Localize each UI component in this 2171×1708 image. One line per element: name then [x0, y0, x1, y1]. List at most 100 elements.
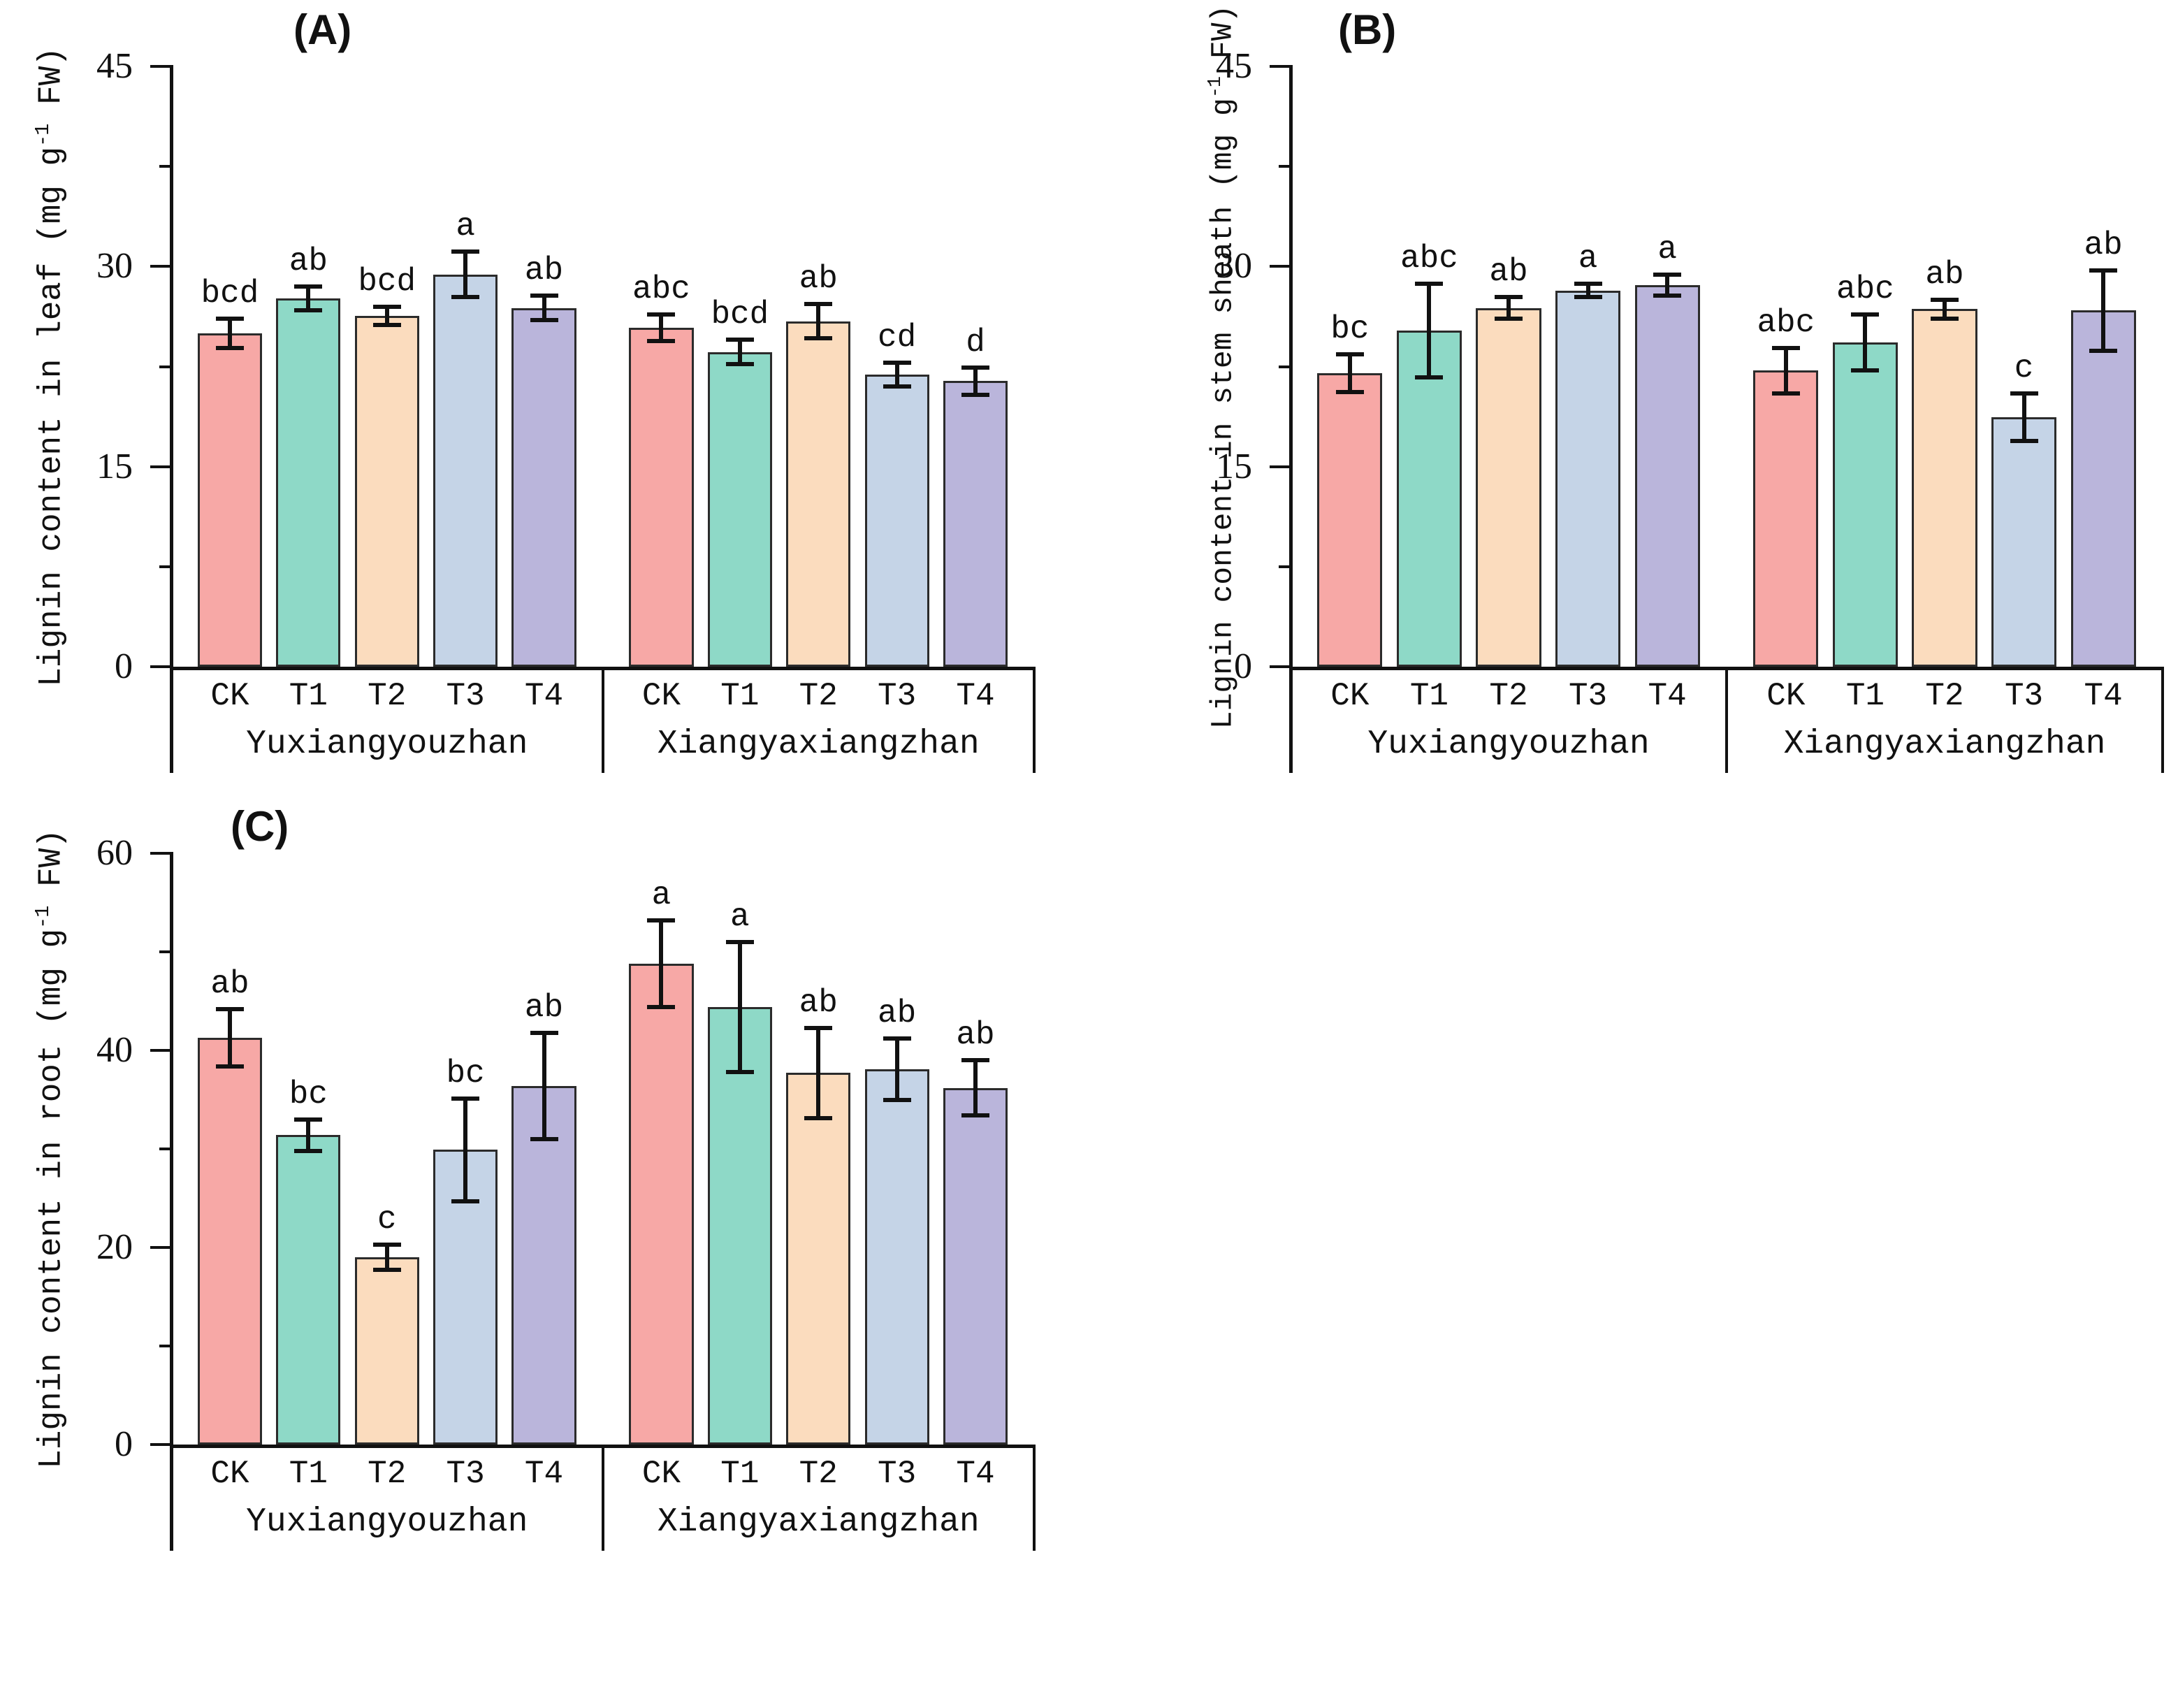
y-minor-tick	[159, 165, 171, 168]
x-tick-label-yuxiangyouzhan-t3: T3	[446, 678, 485, 714]
error-bar-yuxiangyouzhan-t1	[306, 286, 311, 311]
error-cap-lower-yuxiangyouzhan-t1	[1415, 375, 1444, 379]
error-cap-lower-xiangyaxiangzhan-t3	[2010, 439, 2038, 444]
error-bar-xiangyaxiangzhan-ck	[659, 314, 664, 342]
bar-xiangyaxiangzhan-t4	[943, 1087, 1008, 1445]
bar-xiangyaxiangzhan-t1	[707, 352, 772, 667]
error-cap-upper-yuxiangyouzhan-t2	[372, 304, 401, 309]
group-label-yuxiangyouzhan: Yuxiangyouzhan	[246, 1503, 528, 1541]
error-cap-lower-xiangyaxiangzhan-t2	[1931, 316, 1959, 321]
significance-letter-yuxiangyouzhan-t3: a	[1578, 240, 1598, 277]
error-bar-xiangyaxiangzhan-t3	[2021, 393, 2026, 442]
error-bar-yuxiangyouzhan-t1	[306, 1119, 311, 1151]
x-tick-label-xiangyaxiangzhan-t1: T1	[1845, 678, 1885, 714]
group-label-yuxiangyouzhan: Yuxiangyouzhan	[246, 725, 528, 763]
significance-letter-yuxiangyouzhan-t2: c	[377, 1201, 397, 1238]
bar-yuxiangyouzhan-t3	[1555, 290, 1621, 667]
error-cap-upper-xiangyaxiangzhan-t4	[961, 1058, 990, 1063]
error-cap-lower-xiangyaxiangzhan-ck	[647, 339, 676, 344]
error-cap-lower-xiangyaxiangzhan-t1	[725, 361, 754, 366]
bar-yuxiangyouzhan-t1	[1396, 330, 1462, 667]
x-tick-label-xiangyaxiangzhan-t3: T3	[2004, 678, 2044, 714]
y-tick-label: 60	[96, 833, 133, 873]
x-tick-label-yuxiangyouzhan-t1: T1	[289, 1456, 328, 1492]
y-minor-tick	[159, 1345, 171, 1347]
axis-right-edge-line	[1033, 1445, 1036, 1551]
x-tick-label-yuxiangyouzhan-t4: T4	[524, 678, 564, 714]
group-label-yuxiangyouzhan: Yuxiangyouzhan	[1367, 725, 1650, 763]
error-cap-upper-yuxiangyouzhan-t4	[530, 294, 558, 298]
significance-letter-xiangyaxiangzhan-t2: ab	[1925, 256, 1964, 294]
error-cap-lower-xiangyaxiangzhan-t3	[883, 1097, 911, 1102]
error-cap-lower-yuxiangyouzhan-ck	[1335, 389, 1364, 394]
x-axis-line	[170, 1445, 1036, 1448]
y-major-tick	[150, 65, 171, 68]
y-axis-title-text: Lignin content in root (mg g	[33, 928, 70, 1469]
x-tick-label-yuxiangyouzhan-t3: T3	[1568, 678, 1608, 714]
significance-letter-xiangyaxiangzhan-t2: ab	[799, 260, 838, 297]
bar-xiangyaxiangzhan-ck	[629, 328, 694, 667]
panel-b-lignin-stem-sheath: (B) Lignin content in stem sheath (mg g-1…	[1205, 4, 2164, 773]
y-tick-label: 45	[96, 46, 133, 86]
x-tick-label-xiangyaxiangzhan-t1: T1	[720, 678, 760, 714]
significance-letter-xiangyaxiangzhan-t1: abc	[1836, 271, 1894, 308]
y-major-tick	[150, 265, 171, 268]
significance-letter-xiangyaxiangzhan-t3: ab	[878, 995, 917, 1032]
y-major-tick	[1270, 265, 1291, 268]
bar-yuxiangyouzhan-t4	[1634, 285, 1700, 667]
bar-yuxiangyouzhan-ck	[197, 333, 263, 667]
error-cap-upper-xiangyaxiangzhan-t2	[1931, 298, 1959, 303]
panel-letter: (B)	[1338, 6, 1397, 53]
panel-c-lignin-root: (C) Lignin content in root (mg g-1 FW) 0 20…	[31, 803, 1036, 1551]
bar-yuxiangyouzhan-t1	[276, 1135, 341, 1445]
error-bar-yuxiangyouzhan-t2	[1506, 297, 1511, 319]
error-cap-upper-yuxiangyouzhan-t2	[1495, 295, 1523, 300]
significance-letter-xiangyaxiangzhan-ck: abc	[632, 271, 690, 308]
error-cap-upper-yuxiangyouzhan-t2	[372, 1242, 401, 1247]
x-tick-label-xiangyaxiangzhan-t4: T4	[956, 1456, 995, 1492]
error-cap-upper-yuxiangyouzhan-t3	[451, 1097, 480, 1101]
error-cap-lower-yuxiangyouzhan-t4	[530, 1136, 558, 1141]
error-cap-upper-xiangyaxiangzhan-t1	[725, 338, 754, 342]
group-label-xiangyaxiangzhan: Xiangyaxiangzhan	[657, 1503, 980, 1541]
error-cap-lower-xiangyaxiangzhan-t4	[961, 392, 990, 397]
x-tick-label-xiangyaxiangzhan-t4: T4	[2084, 678, 2123, 714]
panel-letter: (A)	[293, 6, 352, 53]
error-cap-lower-yuxiangyouzhan-t3	[451, 1199, 480, 1203]
panel-letter: (C)	[231, 803, 289, 850]
bar-yuxiangyouzhan-t2	[354, 315, 419, 667]
error-cap-lower-xiangyaxiangzhan-t1	[725, 1070, 754, 1075]
y-tick-label: 30	[1216, 246, 1252, 287]
error-cap-lower-yuxiangyouzhan-t3	[451, 295, 480, 300]
significance-letter-yuxiangyouzhan-t4: ab	[524, 252, 564, 289]
y-tick-label: 0	[115, 646, 133, 686]
error-bar-yuxiangyouzhan-t4	[1665, 274, 1670, 296]
x-tick-label-yuxiangyouzhan-ck: CK	[210, 678, 249, 714]
bar-xiangyaxiangzhan-t2	[786, 321, 851, 667]
significance-letter-xiangyaxiangzhan-t1: bcd	[711, 296, 769, 333]
error-cap-upper-xiangyaxiangzhan-t3	[2010, 391, 2038, 396]
significance-letter-yuxiangyouzhan-t1: abc	[1400, 240, 1458, 277]
significance-letter-xiangyaxiangzhan-t4: ab	[2084, 227, 2123, 264]
x-tick-label-yuxiangyouzhan-t1: T1	[1409, 678, 1449, 714]
x-tick-label-xiangyaxiangzhan-t3: T3	[878, 1456, 917, 1492]
y-minor-tick	[159, 365, 171, 368]
y-minor-tick	[1279, 165, 1291, 168]
bar-xiangyaxiangzhan-ck	[1753, 370, 1819, 667]
y-tick-label: 40	[96, 1030, 133, 1070]
x-axis-line	[170, 667, 1036, 670]
significance-letter-xiangyaxiangzhan-t1: a	[730, 898, 750, 935]
x-tick-label-xiangyaxiangzhan-t2: T2	[799, 1456, 838, 1492]
x-tick-label-yuxiangyouzhan-t2: T2	[368, 678, 407, 714]
y-major-tick	[1270, 65, 1291, 68]
error-cap-lower-xiangyaxiangzhan-ck	[1771, 391, 1800, 396]
significance-letter-xiangyaxiangzhan-t3: cd	[878, 319, 917, 356]
error-cap-upper-xiangyaxiangzhan-t2	[804, 301, 833, 306]
significance-letter-yuxiangyouzhan-t3: bc	[446, 1055, 485, 1092]
error-bar-xiangyaxiangzhan-t3	[894, 362, 899, 387]
y-axis-title-superscript: -1	[31, 124, 55, 147]
y-axis-title: Lignin content in root (mg g-1 FW)	[20, 590, 70, 1708]
x-tick-label-yuxiangyouzhan-t2: T2	[368, 1456, 407, 1492]
bar-xiangyaxiangzhan-t1	[707, 1006, 772, 1445]
error-cap-upper-yuxiangyouzhan-ck	[215, 1006, 244, 1011]
